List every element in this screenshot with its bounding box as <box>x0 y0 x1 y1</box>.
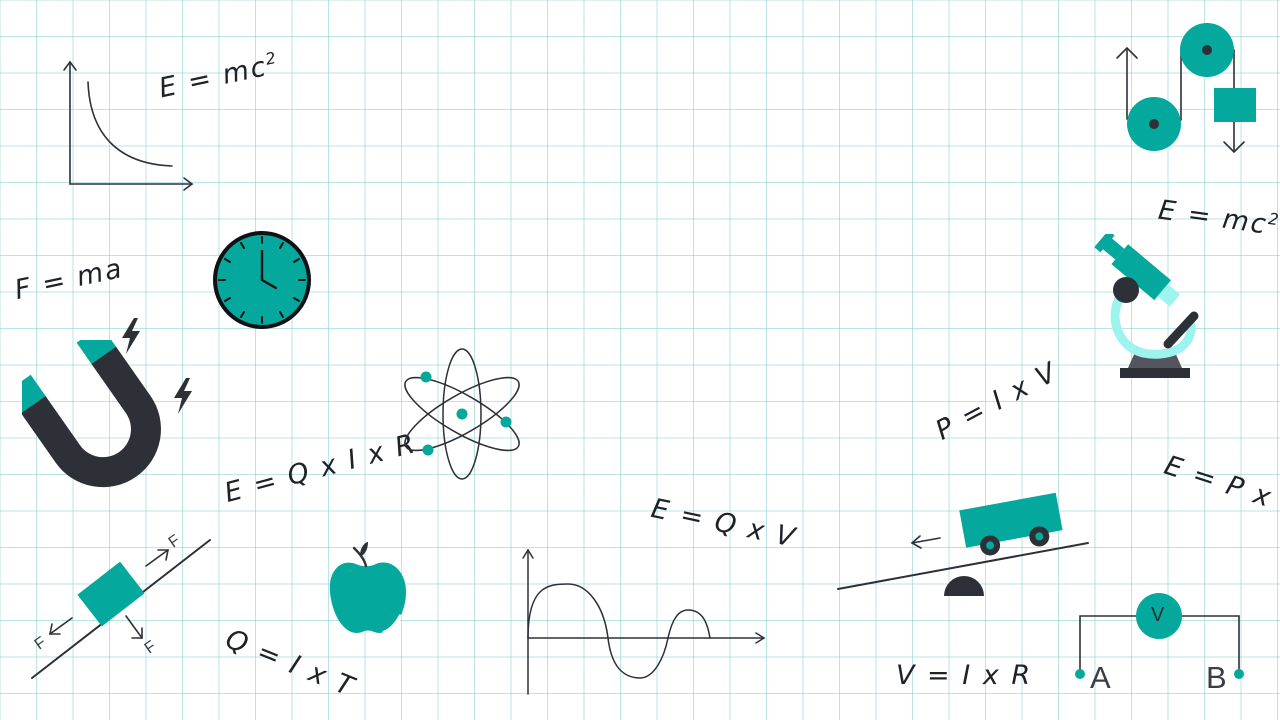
seesaw-cart-icon <box>837 492 1089 596</box>
pulley-icon <box>1116 23 1256 154</box>
apple-icon <box>329 542 406 634</box>
inclined-plane-icon <box>31 539 211 679</box>
atom-icon <box>404 348 520 480</box>
formula-p-ixv: P = I x V <box>930 356 1064 447</box>
terminal-label-b: B <box>1206 660 1227 695</box>
microscope-icon <box>1094 234 1199 378</box>
formula-f-ma: F = ma <box>11 252 127 307</box>
graph-curve-icon <box>63 60 194 191</box>
formula-e-pxt: E = P x t <box>1160 449 1280 522</box>
formula-e-qir: E = Q x I x R <box>221 428 420 509</box>
lightning-icon <box>174 378 192 414</box>
formula-emc2-top-exponent: 2 <box>263 47 280 69</box>
terminal-label-a: A <box>1090 660 1111 695</box>
formula-e-qxv: E = Q x V <box>648 492 800 555</box>
wave-graph-icon <box>522 548 766 695</box>
formula-v-ixr: V = I x R <box>896 660 1033 691</box>
formula-emc2-right-exponent: 2 <box>1267 208 1280 230</box>
voltmeter-circuit-icon <box>1075 593 1244 679</box>
magnet-icon <box>22 340 161 488</box>
lightning-icon <box>122 318 140 354</box>
clock-icon <box>213 231 311 329</box>
voltmeter-label: V <box>1151 604 1165 626</box>
